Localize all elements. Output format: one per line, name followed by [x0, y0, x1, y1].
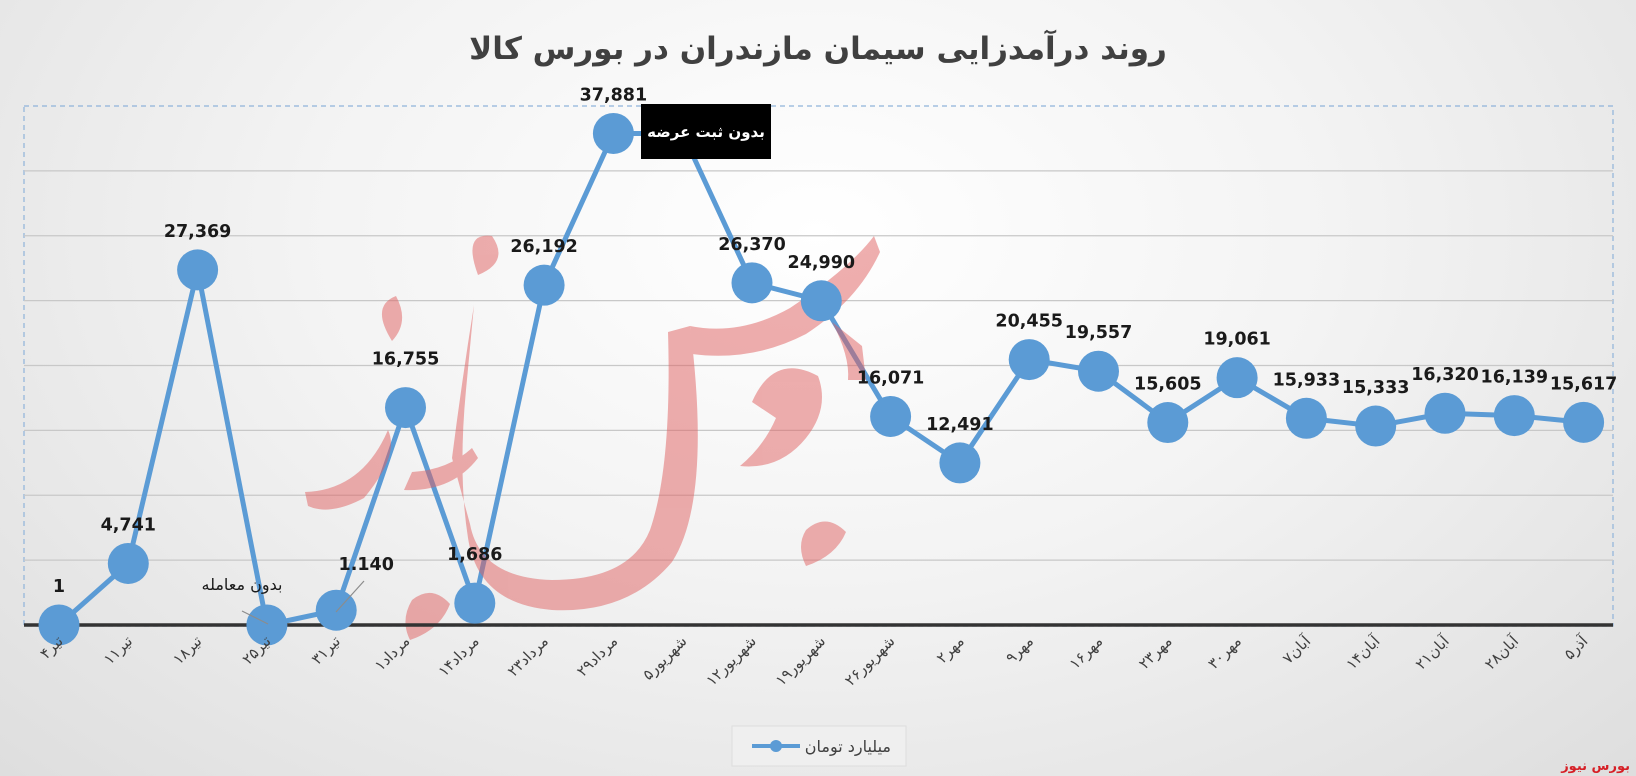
- data-label: 20,455: [995, 312, 1063, 332]
- data-point: [177, 249, 219, 291]
- data-label: 15,933: [1273, 370, 1341, 390]
- data-label: 1.140: [339, 555, 394, 575]
- x-tick-label: ۲۳مهر: [1135, 632, 1176, 673]
- x-tick-label: ۷آبان: [1279, 632, 1315, 668]
- data-label: 19,557: [1065, 323, 1133, 343]
- grid-layer: [24, 170, 1613, 561]
- data-label: 15,617: [1550, 374, 1618, 394]
- x-tick-label: ۹مهر: [1002, 632, 1037, 667]
- x-tick-label: ۵آذر: [1560, 632, 1592, 664]
- x-tick-label: ۳۱تیر: [308, 632, 344, 668]
- data-label: 16,139: [1481, 368, 1549, 388]
- data-point: [1147, 402, 1189, 444]
- x-tick-label: ۲مهر: [933, 632, 968, 667]
- x-tick-label: ۱۴مرداد: [435, 632, 483, 680]
- x-tick-label: ۲۹مرداد: [573, 632, 621, 680]
- data-label: 16,320: [1411, 365, 1479, 385]
- x-tick-label: ۵شهریور: [639, 632, 691, 684]
- brand-label: بورس نیوز: [1560, 759, 1630, 774]
- data-point: [1216, 357, 1258, 399]
- data-point: [592, 112, 634, 154]
- data-point: [939, 442, 981, 484]
- x-tick-label: ۳۰مهر: [1204, 632, 1245, 673]
- data-label: 37,881: [580, 85, 648, 105]
- x-tick-label: ۱۲شهریور: [703, 632, 760, 689]
- annotation-no-offer-text: بدون ثبت عرضه: [647, 123, 765, 141]
- data-point: [800, 280, 842, 322]
- data-label: 19,061: [1203, 330, 1271, 350]
- x-tick-label: ۲۳مرداد: [504, 632, 552, 680]
- annotation-no-trade: بدون معامله: [201, 575, 283, 625]
- data-point: [731, 262, 773, 304]
- data-label: 26,370: [718, 235, 786, 255]
- data-point: [1078, 350, 1119, 392]
- data-point: [1563, 401, 1605, 443]
- x-tick-label: ۱۱تیر: [100, 632, 136, 668]
- data-point: [1285, 397, 1327, 439]
- chart-title: روند درآمدزایی سیمان مازندران در بورس کا…: [469, 29, 1167, 67]
- x-tick-label: ۲۱آبان: [1412, 632, 1454, 674]
- data-point: [523, 264, 565, 306]
- data-point: [1355, 405, 1397, 447]
- data-label: 4,741: [101, 515, 156, 535]
- data-point: [1493, 395, 1535, 437]
- data-point: [1424, 392, 1466, 434]
- data-label: 1: [53, 577, 65, 597]
- legend-marker-swatch: [770, 740, 782, 752]
- data-point: [454, 582, 496, 624]
- annotation-no-offer: بدون ثبت عرضه: [641, 104, 771, 159]
- annotation-no-offer-box: [641, 104, 771, 159]
- data-label: 15,333: [1342, 378, 1410, 398]
- x-tick-label: ۲۸آبان: [1481, 632, 1523, 674]
- legend-series-name: میلیارد تومان: [805, 737, 891, 757]
- data-point: [246, 604, 288, 646]
- label-leader-line: [335, 580, 365, 613]
- data-point: [107, 542, 149, 584]
- data-label: 24,990: [788, 253, 856, 273]
- x-tick-label: ۱مرداد: [371, 632, 413, 674]
- annotation-leader-line: [241, 610, 269, 625]
- x-tick-label: ۱۶مهر: [1066, 632, 1107, 673]
- data-point: [870, 395, 912, 437]
- annotation-no-trade-text: بدون معامله: [201, 575, 282, 595]
- data-label: 15,605: [1134, 375, 1202, 395]
- data-point: [38, 604, 80, 646]
- data-point: [1008, 339, 1050, 381]
- watermark-logo: [305, 235, 880, 640]
- data-label: 27,369: [164, 222, 232, 242]
- x-tick-label: ۲۶شهریور: [841, 632, 898, 689]
- data-label: 26,192: [510, 237, 578, 257]
- data-label: 1,686: [447, 545, 502, 565]
- data-label: 16,755: [372, 350, 440, 370]
- x-tick-label: ۱۹شهریور: [772, 632, 829, 689]
- x-tick-label: ۱۸تیر: [169, 632, 205, 668]
- series-points-layer: [38, 112, 1605, 646]
- data-label: 12,491: [926, 415, 994, 435]
- data-point: [385, 387, 426, 429]
- data-label: 16,071: [857, 368, 925, 388]
- legend: میلیارد تومان: [731, 725, 907, 767]
- x-tick-label: ۱۴آبان: [1342, 632, 1384, 674]
- value-labels-layer: 1 4,741 27,369 1.140 16,755 1,686 26,192 37,881…: [53, 85, 1617, 596]
